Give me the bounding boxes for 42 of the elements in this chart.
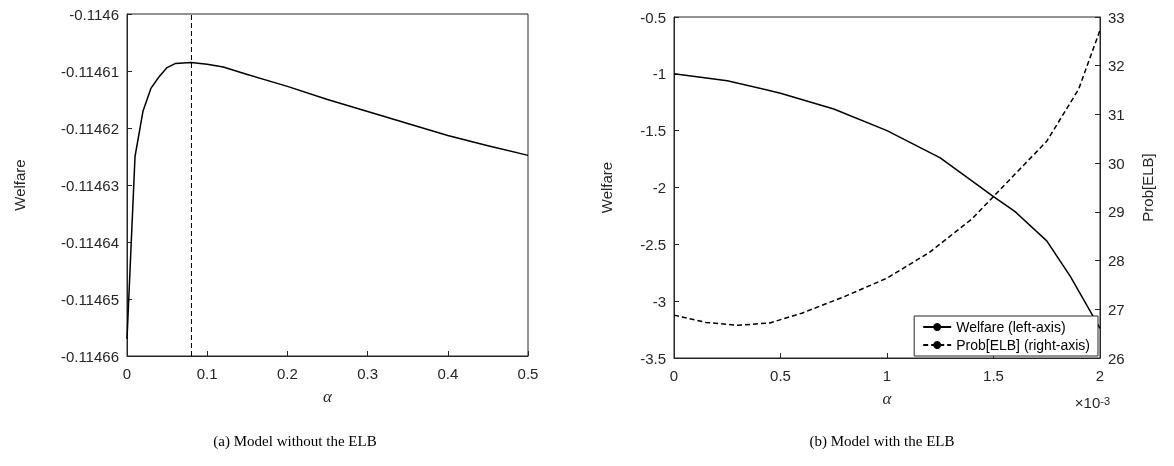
y-tick-label: -0.11463 [60, 176, 119, 194]
y-tick-label: -1.5 [640, 122, 666, 140]
y2-tick-label: 31 [1108, 105, 1125, 123]
text: (a) Model without the ELB [213, 432, 377, 450]
y-tick-label: -3 [652, 292, 666, 310]
x-axis-title: α [882, 389, 893, 408]
y2-tick-label: 30 [1108, 154, 1125, 172]
legend-label: Prob[ELB] (right-axis) [956, 337, 1091, 353]
x-axis-title: α [323, 387, 334, 406]
x-tick-label: 0 [669, 367, 679, 384]
y-tick-label: -0.11465 [60, 290, 119, 308]
y-tick-label: -0.5 [640, 8, 666, 26]
y2-axis-title: Prob[ELB] [1139, 153, 1156, 222]
y-tick-label: -3.5 [640, 349, 666, 367]
y-tick-label: -0.11464 [60, 233, 119, 251]
x-tick-label: 0.5 [770, 367, 791, 384]
y-tick-label: -0.11461 [60, 62, 119, 80]
x-tick-label: 0 [122, 365, 132, 382]
x-tick-label: 0.4 [437, 365, 459, 382]
legend-label: Welfare (left-axis) [956, 319, 1066, 335]
x-tick-label: 0.5 [517, 365, 539, 382]
x-tick-label: 2 [1095, 367, 1105, 384]
y-tick-label: -2.5 [640, 235, 666, 253]
y2-tick-label: 27 [1108, 300, 1125, 318]
y-tick-label: -0.11462 [60, 119, 119, 137]
x-tick-label: 0.2 [276, 365, 298, 382]
y-tick-label: -0.1146 [69, 5, 119, 23]
y2-tick-label: 29 [1108, 203, 1125, 221]
y2-tick-label: 28 [1108, 252, 1125, 270]
y-tick-label: -0.11466 [60, 347, 119, 365]
x-tick-label: 0.1 [196, 365, 218, 382]
x-tick-label: 1.5 [983, 367, 1004, 384]
x-tick-label: 1 [882, 367, 892, 384]
y-axis-title: Welfare [598, 161, 615, 214]
text: (b) Model with the ELB [809, 432, 955, 450]
y-tick-label: -1 [652, 65, 666, 83]
y-axis-title: Welfare [11, 159, 28, 211]
y2-tick-label: 33 [1108, 8, 1125, 26]
y2-tick-label: 26 [1108, 349, 1125, 367]
x-tick-label: 0.3 [357, 365, 379, 382]
y-tick-label: -2 [652, 179, 666, 196]
y2-tick-label: 32 [1108, 57, 1125, 75]
